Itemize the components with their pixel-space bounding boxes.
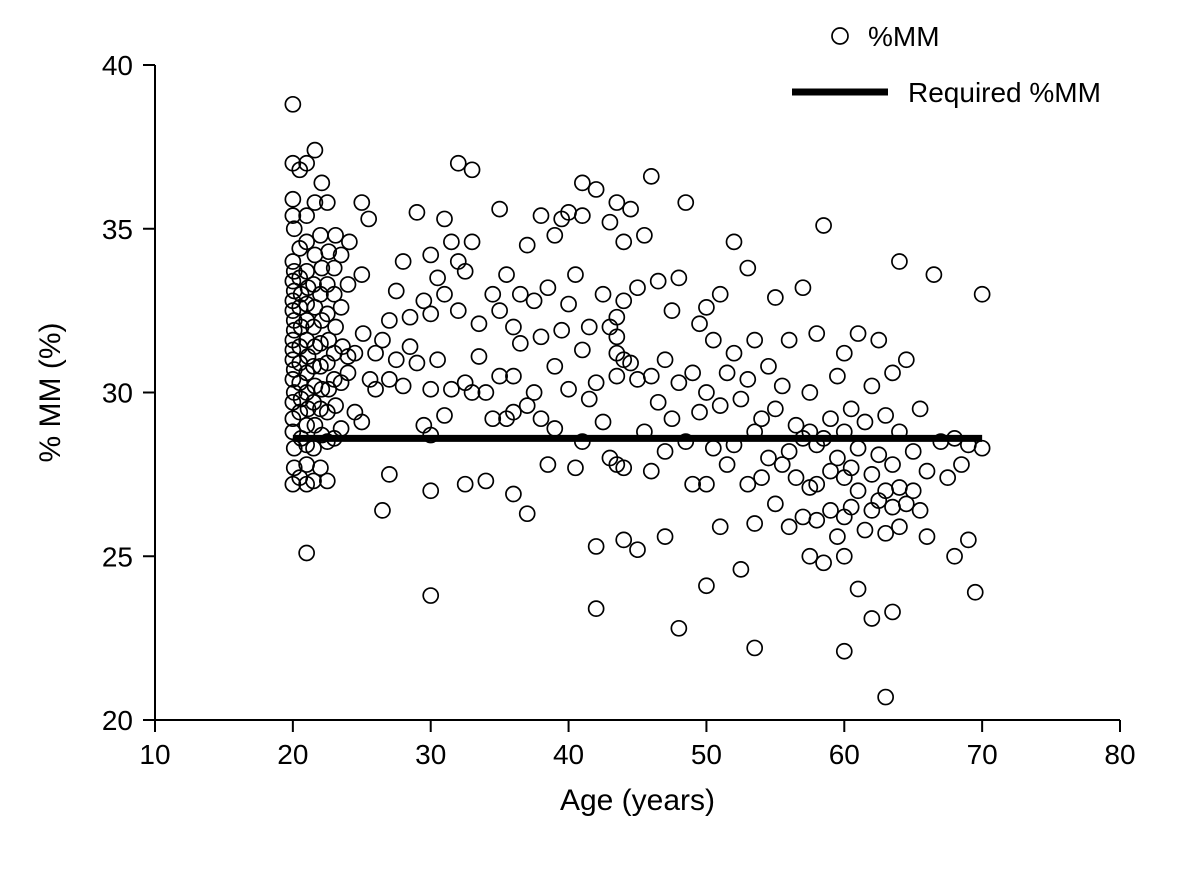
x-tick-label: 20 [277,739,308,770]
x-tick-label: 50 [691,739,722,770]
x-tick-label: 10 [139,739,170,770]
y-axis-label: % MM (%) [34,323,67,463]
legend-label-mm: %MM [868,21,940,52]
x-tick-label: 30 [415,739,446,770]
y-tick-label: 35 [102,214,133,245]
x-axis-label: Age (years) [560,784,715,817]
chart-svg: 10203040506070802025303540Age (years)% M… [0,0,1200,870]
x-tick-label: 40 [553,739,584,770]
y-tick-label: 25 [102,541,133,572]
scatter-chart: 10203040506070802025303540Age (years)% M… [0,0,1200,870]
x-tick-label: 60 [829,739,860,770]
x-tick-label: 70 [967,739,998,770]
y-tick-label: 20 [102,705,133,736]
legend-label-required: Required %MM [908,77,1101,108]
y-tick-label: 40 [102,50,133,81]
x-tick-label: 80 [1104,739,1135,770]
y-tick-label: 30 [102,378,133,409]
